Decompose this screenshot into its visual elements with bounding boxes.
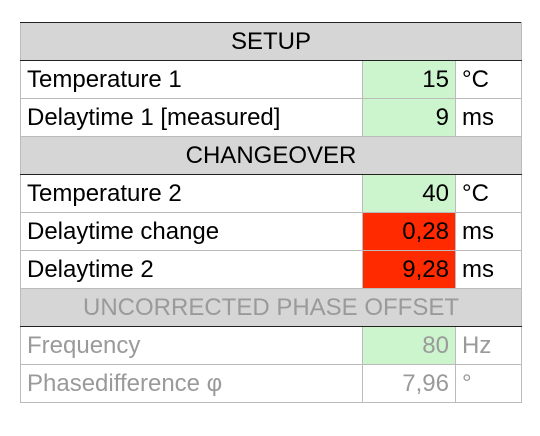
row-value: 80: [362, 326, 456, 365]
row-value: 0,28: [362, 212, 456, 251]
row-unit: °C: [455, 60, 522, 99]
row-label: Temperature 2: [20, 174, 363, 213]
row-label: Delaytime change: [20, 212, 363, 251]
section-title: UNCORRECTED PHASE OFFSET: [20, 288, 522, 327]
row-label: Frequency: [20, 326, 363, 365]
row-value: 40: [362, 174, 456, 213]
row-unit: Hz: [455, 326, 522, 365]
row-unit: °C: [455, 174, 522, 213]
row-value: 9: [362, 98, 456, 137]
row-label: Phasedifference φ: [20, 364, 363, 403]
row-label: Delaytime 2: [20, 250, 363, 289]
row-unit: °: [455, 364, 522, 403]
row-value: 7,96: [362, 364, 456, 403]
data-table: SETUP Temperature 1 15 °C Delaytime 1 [m…: [20, 22, 522, 403]
row-label: Delaytime 1 [measured]: [20, 98, 363, 137]
row-unit: ms: [455, 98, 522, 137]
section-title: SETUP: [20, 22, 522, 61]
row-label: Temperature 1: [20, 60, 363, 99]
row-value: 9,28: [362, 250, 456, 289]
row-unit: ms: [455, 250, 522, 289]
section-title: CHANGEOVER: [20, 136, 522, 175]
row-value: 15: [362, 60, 456, 99]
row-unit: ms: [455, 212, 522, 251]
